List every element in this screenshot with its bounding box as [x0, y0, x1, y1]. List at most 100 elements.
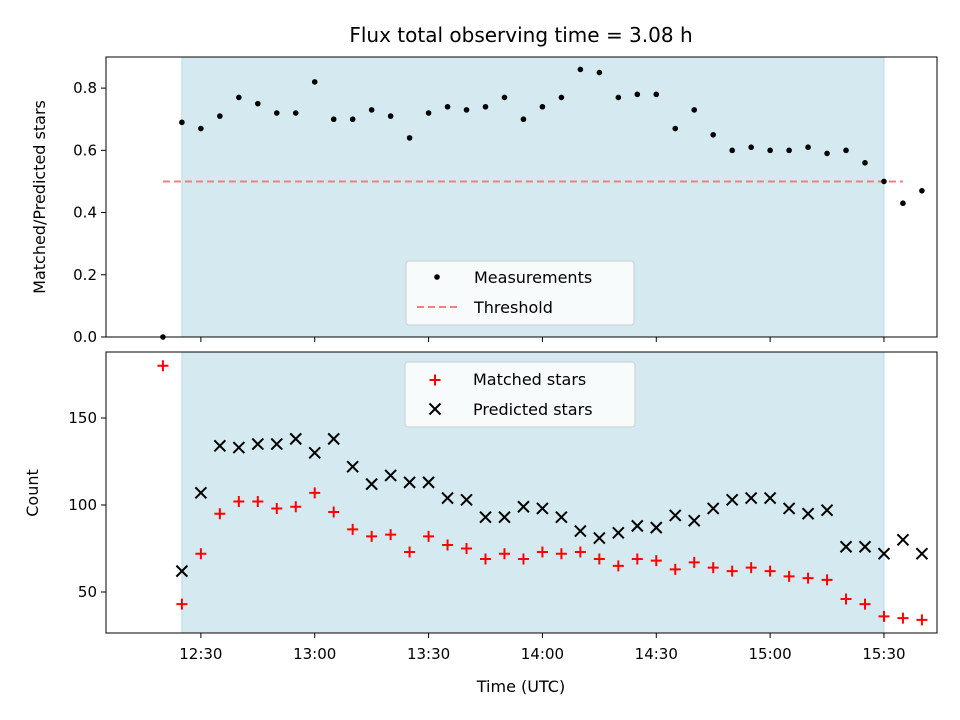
predicted-point	[782, 502, 796, 515]
measurement-point	[558, 94, 565, 101]
predicted-point	[839, 540, 853, 553]
y-tick-label-top: 0.6	[73, 141, 97, 159]
predicted-point	[555, 510, 568, 524]
matched-point	[347, 523, 359, 535]
predicted-point	[763, 491, 777, 505]
legend-label-measurements: Measurements	[474, 268, 592, 287]
measurement-point	[672, 125, 679, 132]
matched-point	[555, 548, 567, 560]
matched-point	[480, 553, 491, 565]
predicted-point	[498, 510, 511, 524]
y-axis-label-ratio: Matched/Predicted stars	[30, 100, 49, 294]
matched-point	[461, 543, 473, 554]
predicted-point	[270, 437, 283, 451]
measurement-point	[273, 110, 280, 116]
matched-point	[498, 548, 510, 560]
measurement-point	[368, 107, 375, 113]
measurement-point	[482, 103, 489, 110]
measurement-point	[881, 178, 887, 185]
matched-point	[726, 565, 738, 577]
matched-point	[404, 546, 416, 558]
matched-point	[840, 593, 852, 605]
predicted-point	[460, 493, 473, 506]
measurement-point	[520, 116, 527, 123]
measurement-point	[463, 107, 470, 113]
measurement-point	[254, 100, 261, 107]
legend-box-top	[405, 260, 635, 326]
predicted-point	[669, 509, 682, 522]
matched-point	[707, 562, 719, 574]
count-panel: 50 100 150 12:30 13:00 13:30 14:00 14:30 15:00 15…	[68, 351, 938, 663]
y-tick-label-top: 0.4	[73, 204, 97, 222]
predicted-point	[327, 432, 340, 446]
matched-point	[423, 530, 435, 542]
predicted-point	[251, 437, 265, 451]
measurement-point	[425, 110, 432, 116]
predicted-point	[612, 526, 625, 540]
predicted-point	[175, 564, 189, 578]
y-tick-label-top: 0.8	[73, 79, 97, 97]
x-tick-label: 15:30	[862, 645, 905, 663]
measurement-point	[824, 150, 830, 157]
matched-point	[916, 614, 928, 626]
matched-point	[859, 598, 871, 610]
measurement-point	[919, 187, 925, 194]
measurement-point	[330, 116, 337, 123]
matched-point	[802, 572, 814, 584]
matched-point	[214, 508, 226, 520]
matched-point	[290, 501, 302, 513]
y-axis-label-count: Count	[23, 469, 42, 517]
legend-label-matched: Matched stars	[473, 370, 586, 389]
matched-point	[385, 529, 397, 541]
matched-point	[328, 506, 340, 518]
matched-point	[517, 553, 529, 565]
y-tick-label-bottom: 50	[78, 583, 97, 601]
x-axis-label: Time (UTC)	[476, 677, 565, 696]
predicted-point	[858, 540, 872, 553]
predicted-point	[441, 491, 454, 505]
measurement-point	[786, 147, 792, 154]
predicted-point	[194, 486, 208, 500]
measurement-point	[292, 110, 299, 116]
matched-point	[878, 610, 890, 622]
predicted-point	[688, 514, 701, 527]
legend-marker-measurements	[434, 274, 440, 280]
legend-marker-predicted	[428, 402, 442, 416]
predicted-point	[346, 460, 359, 473]
x-tick-label: 12:30	[179, 645, 222, 663]
matched-point	[157, 360, 169, 372]
measurement-point	[311, 79, 318, 85]
matched-point	[366, 530, 378, 542]
matched-point	[669, 563, 681, 575]
legend-label-threshold: Threshold	[473, 298, 553, 317]
y-tick-label-top: 0.0	[73, 328, 97, 346]
measurement-point	[653, 91, 660, 98]
matched-point	[593, 553, 605, 565]
predicted-point	[725, 493, 739, 506]
predicted-point	[650, 521, 663, 534]
measurement-point	[710, 131, 716, 138]
measurement-point	[198, 125, 204, 132]
predicted-point	[896, 533, 910, 547]
ratio-panel: 0.0 0.2 0.4 0.6 0.8 Measurements Threshold	[73, 56, 938, 346]
predicted-point	[820, 504, 834, 517]
matched-point	[897, 612, 909, 624]
x-tick-label: 13:00	[293, 645, 336, 663]
matched-point	[309, 487, 321, 499]
plot-frame-bottom	[105, 351, 938, 634]
measurement-point	[179, 119, 185, 126]
matched-point	[650, 555, 662, 567]
measurement-point	[767, 147, 773, 154]
measurement-point	[634, 91, 641, 98]
measurement-point	[748, 144, 754, 151]
measurement-point	[805, 144, 811, 151]
matched-point	[821, 574, 833, 586]
measurement-point	[349, 116, 356, 123]
matched-point	[195, 548, 207, 560]
measurement-point	[501, 94, 508, 101]
measurement-point	[387, 113, 394, 119]
predicted-point	[403, 476, 416, 489]
legend-box-bottom	[404, 361, 636, 428]
x-tick-label: 13:30	[407, 645, 450, 663]
